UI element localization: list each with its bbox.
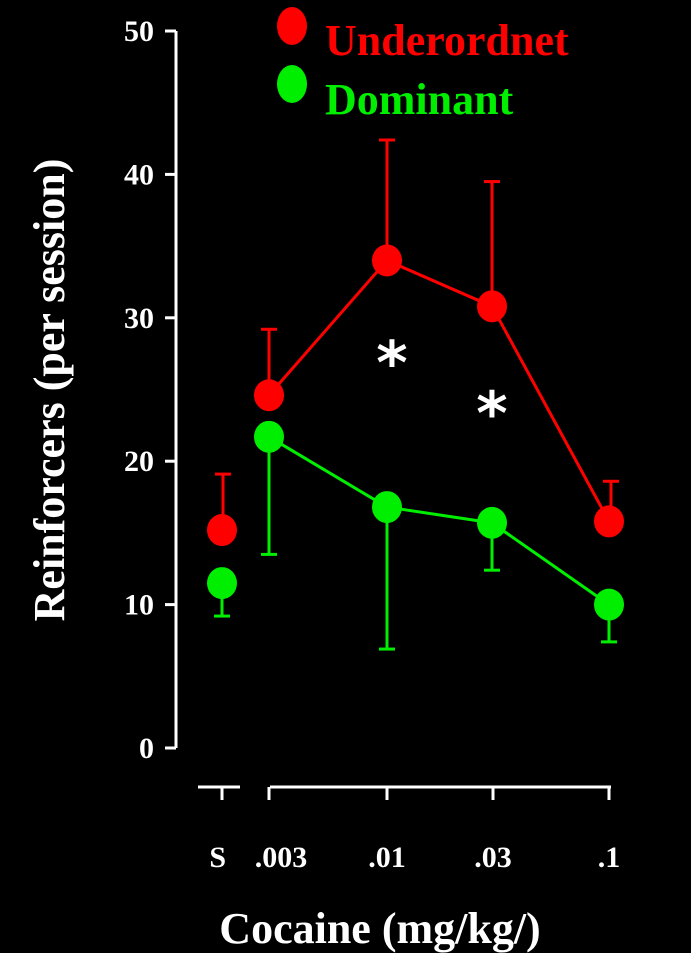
legend: Underordnet Dominant — [277, 7, 569, 124]
series-layer — [207, 138, 624, 651]
series-underordnet — [207, 138, 624, 547]
legend-label-underordnet: Underordnet — [325, 16, 569, 65]
y-tick-label: 50 — [124, 15, 154, 48]
y-tick-label: 0 — [139, 732, 154, 765]
annotations: ** — [376, 329, 507, 449]
data-point — [477, 290, 507, 323]
data-point — [207, 514, 237, 547]
x-tick-label: .003 — [255, 841, 308, 874]
significance-asterisk: * — [476, 379, 507, 449]
y-tick-label: 30 — [124, 302, 154, 335]
data-point — [254, 420, 284, 453]
x-tick-label: S — [209, 841, 226, 874]
data-point — [254, 379, 284, 412]
x-tick-label: .03 — [474, 841, 512, 874]
x-axis-title: Cocaine (mg/kg/) — [219, 904, 540, 953]
series-line — [268, 435, 610, 606]
legend-marker-underordnet — [277, 7, 307, 45]
legend-label-dominant: Dominant — [325, 75, 514, 124]
y-ticks: 0 10 20 30 40 50 — [124, 15, 176, 765]
data-point — [372, 244, 402, 277]
y-tick-label: 20 — [124, 445, 154, 478]
significance-asterisk: * — [376, 329, 407, 399]
y-axis-title: Reinforcers (per session) — [25, 159, 74, 622]
y-tick-label: 40 — [124, 158, 154, 191]
data-point — [594, 505, 624, 538]
data-point — [594, 588, 624, 621]
x-tick-label: .01 — [368, 841, 406, 874]
y-tick-label: 10 — [124, 589, 154, 622]
series-line — [267, 258, 611, 523]
x-ticks: S .003 .01 .03 .1 — [209, 787, 620, 874]
x-tick-label: .1 — [598, 841, 621, 874]
data-point — [207, 567, 237, 600]
data-point — [372, 491, 402, 524]
legend-marker-dominant — [277, 65, 307, 103]
data-point — [477, 506, 507, 539]
series-dominant — [207, 420, 624, 651]
